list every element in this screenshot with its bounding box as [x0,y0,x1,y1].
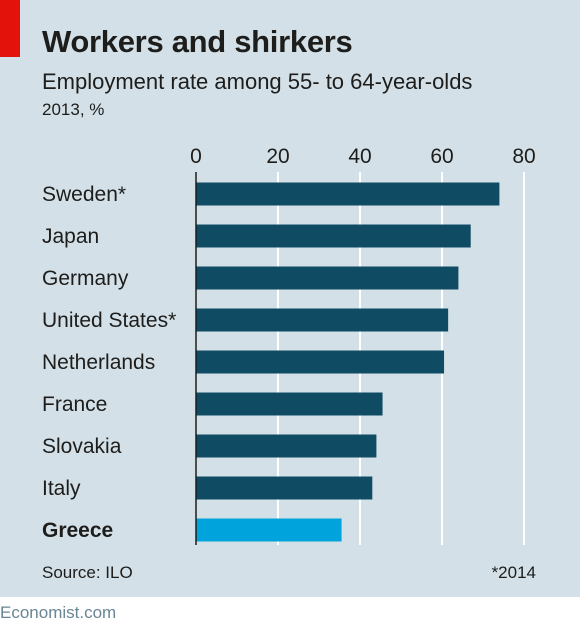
chart-unit: 2013, % [42,100,105,119]
brand-tag [0,0,20,57]
bar-germany [196,266,459,290]
category-label: Sweden* [42,183,126,206]
category-label: United States* [42,309,176,332]
category-label: Germany [42,267,129,290]
chart-title: Workers and shirkers [42,24,353,59]
bar-slovakia [196,434,377,458]
brand-label: Economist.com [0,603,117,622]
x-tick-label-0: 0 [190,145,202,168]
x-tick-label-40: 40 [348,145,371,168]
source-note: Source: ILO [42,563,133,582]
category-label: Italy [42,477,81,500]
bar-italy [196,476,373,500]
category-label: Greece [42,519,113,542]
x-tick-label-20: 20 [266,145,289,168]
bar-france [196,392,383,416]
bar-sweden [196,182,500,206]
chart-subtitle: Employment rate among 55- to 64-year-old… [42,69,473,94]
x-axis-ticks: 0 20 40 60 80 [190,145,536,168]
bar-japan [196,224,471,248]
category-labels: Sweden* Japan Germany United States* Netherl… [42,183,176,542]
x-tick-label-60: 60 [430,145,453,168]
bar-united-states [196,308,449,332]
x-tick-label-80: 80 [512,145,535,168]
bar-greece [196,518,342,542]
category-label: France [42,393,107,416]
category-label: Japan [42,225,99,248]
bars [196,182,500,542]
bar-chart: 0 20 40 60 80 Sweden* Japan Germany United Stat… [42,145,536,545]
footnote: *2014 [491,563,536,582]
bar-netherlands [196,350,445,374]
category-label: Netherlands [42,351,155,374]
category-label: Slovakia [42,435,122,458]
